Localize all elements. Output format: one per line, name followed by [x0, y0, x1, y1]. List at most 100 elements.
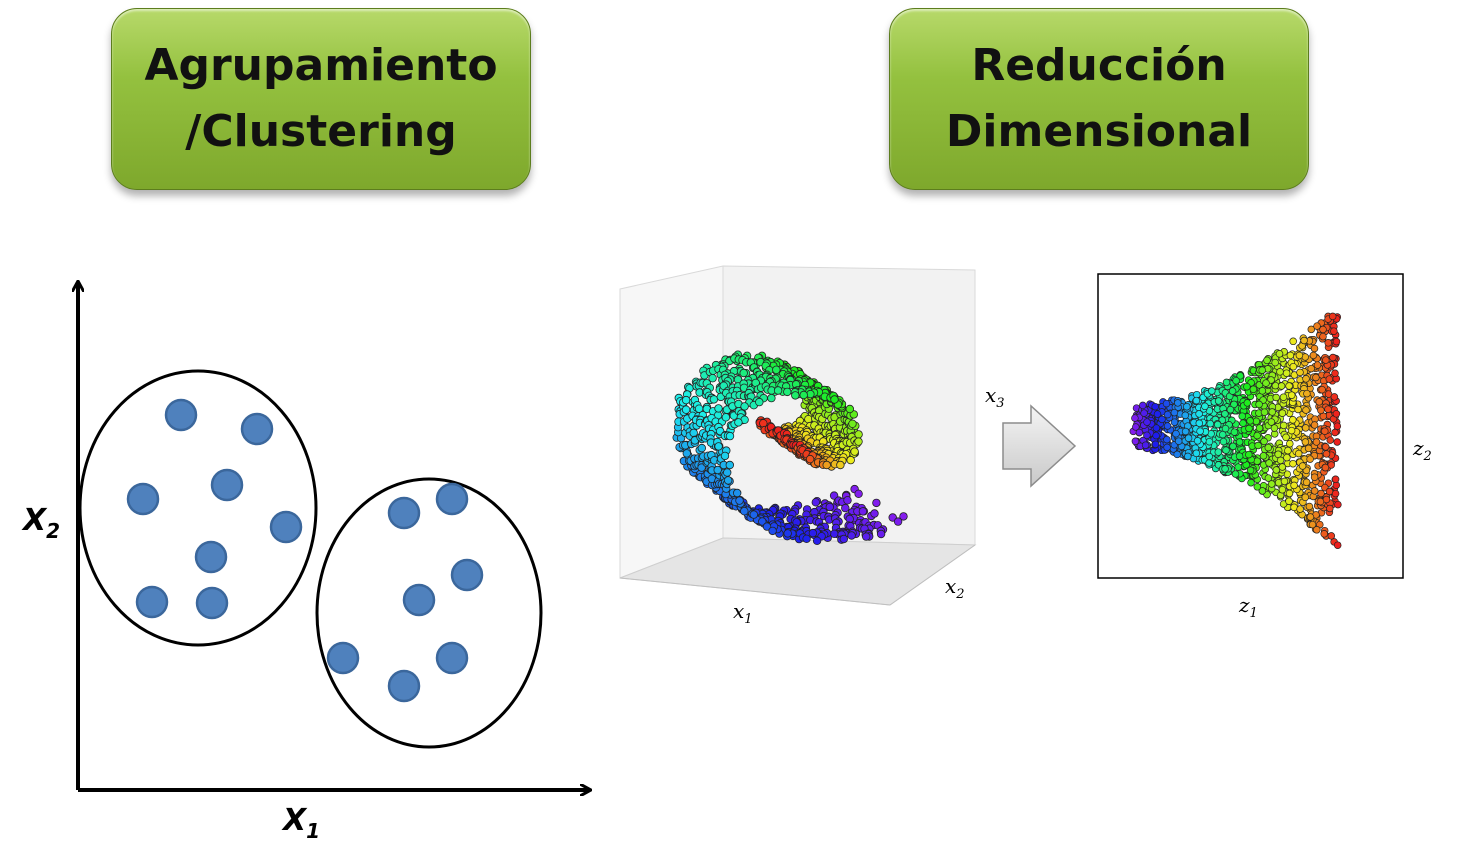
embedding-point: [1280, 477, 1289, 486]
embedding-point: [1265, 459, 1273, 467]
embedding-point: [1151, 440, 1160, 449]
swiss-roll-point: [804, 415, 813, 424]
box-edge-right-bottom: [889, 544, 976, 606]
swiss-roll-point: [725, 431, 735, 441]
embedding-point: [1143, 431, 1151, 440]
embedding-point: [1301, 438, 1310, 446]
embedding-point: [1321, 463, 1330, 472]
z1-sub: 1: [1250, 606, 1258, 621]
embedding-point: [1278, 409, 1287, 417]
embedding-point: [1131, 437, 1140, 446]
embedding-point: [1174, 399, 1182, 407]
embedding-point: [1290, 481, 1298, 490]
embedding-point: [1298, 462, 1307, 470]
embedding-point: [1276, 456, 1285, 465]
embedding-point: [1307, 364, 1315, 373]
swiss-roll-point: [846, 455, 855, 465]
embedding-point: [1153, 410, 1162, 418]
swiss-roll-point: [740, 402, 749, 411]
embedding-point: [1264, 443, 1273, 452]
swiss-roll-point: [822, 460, 831, 470]
embedding-point: [1208, 387, 1216, 395]
clustering-plot: X1 X2: [21, 282, 590, 843]
embedding-point: [1308, 520, 1317, 529]
embedding-point: [1324, 405, 1332, 413]
embedding-point: [1246, 417, 1254, 425]
embedding-point: [1289, 362, 1298, 371]
swiss-roll-point: [899, 512, 908, 521]
swiss-roll-point: [681, 405, 691, 414]
swiss-roll-point: [755, 397, 764, 407]
embedding-point: [1302, 375, 1310, 383]
cluster-points: [126, 398, 484, 703]
swiss-roll-point: [697, 463, 706, 472]
embedding-point: [1310, 473, 1319, 481]
embedding-point: [1213, 420, 1222, 429]
x-axis-label: X1: [281, 803, 320, 843]
embedding-point: [1312, 438, 1321, 446]
embedding-point: [1238, 412, 1246, 420]
embedding-point: [1328, 312, 1337, 321]
x3-base: x: [985, 383, 996, 407]
embedding-point: [1333, 438, 1341, 446]
swiss-roll-point: [839, 534, 848, 544]
swiss-roll-point: [734, 418, 743, 427]
embedding-point: [1295, 351, 1304, 360]
embedding-point: [1162, 399, 1171, 408]
embedding-point: [1181, 427, 1190, 436]
swiss-roll-point: [708, 374, 717, 383]
swiss-roll-point: [682, 449, 691, 458]
embedding-point: [1259, 452, 1268, 460]
cluster-point: [450, 558, 484, 592]
swiss-roll-point: [811, 498, 820, 507]
swiss-roll-point: [768, 526, 777, 536]
embedding-point: [1267, 418, 1276, 426]
embedding-point: [1294, 405, 1302, 414]
x1-axis-label: x1: [733, 599, 753, 627]
embedding-point: [1331, 489, 1340, 498]
swiss-roll-point: [740, 507, 749, 516]
swiss-roll-point: [808, 528, 818, 538]
embedding-point: [1232, 376, 1240, 385]
x1-base: x: [733, 599, 744, 623]
swiss-roll-point: [830, 395, 839, 404]
swiss-roll-point: [689, 428, 698, 438]
embedding-point: [1313, 526, 1321, 534]
embedding-point: [1183, 402, 1191, 411]
embedding-point: [1262, 379, 1270, 387]
swiss-roll-point: [854, 437, 863, 446]
embedding-point: [1193, 437, 1202, 445]
embedding-point: [1228, 387, 1237, 395]
embedding-point: [1289, 459, 1297, 468]
swiss-roll-point: [724, 476, 733, 485]
clustering-header-line1: Agrupamiento: [144, 40, 498, 91]
embedding-point: [1173, 450, 1181, 459]
cluster-point: [326, 641, 360, 675]
embedding-point: [1255, 400, 1263, 409]
swiss-roll-point: [802, 534, 811, 543]
swiss-roll-point: [749, 510, 758, 519]
swiss-roll-point: [721, 413, 731, 422]
embedding-point: [1278, 463, 1287, 471]
embedding-point: [1310, 487, 1319, 495]
embedding-point: [1282, 369, 1291, 377]
embedding-point: [1331, 369, 1339, 378]
embedding-point: [1249, 385, 1258, 394]
swiss-roll-points: [672, 350, 908, 545]
swiss-roll-point: [845, 404, 854, 414]
clustering-header-line2: /Clustering: [185, 106, 457, 157]
embedding-point: [1296, 368, 1304, 377]
x2-base: x: [945, 574, 956, 598]
embedding-point: [1192, 396, 1201, 405]
embedding-point: [1231, 470, 1240, 478]
embedding-point: [1152, 424, 1161, 432]
embedding-point: [1318, 385, 1326, 394]
transform-arrow-icon: [1002, 404, 1077, 488]
y-axis-label-base: X: [21, 503, 48, 538]
embedding-point: [1313, 322, 1321, 330]
cluster-point: [194, 540, 228, 574]
swiss-roll-point: [772, 365, 781, 374]
embedding-point: [1289, 337, 1297, 346]
swiss-roll-point: [735, 496, 744, 505]
embedding-point: [1258, 487, 1267, 495]
